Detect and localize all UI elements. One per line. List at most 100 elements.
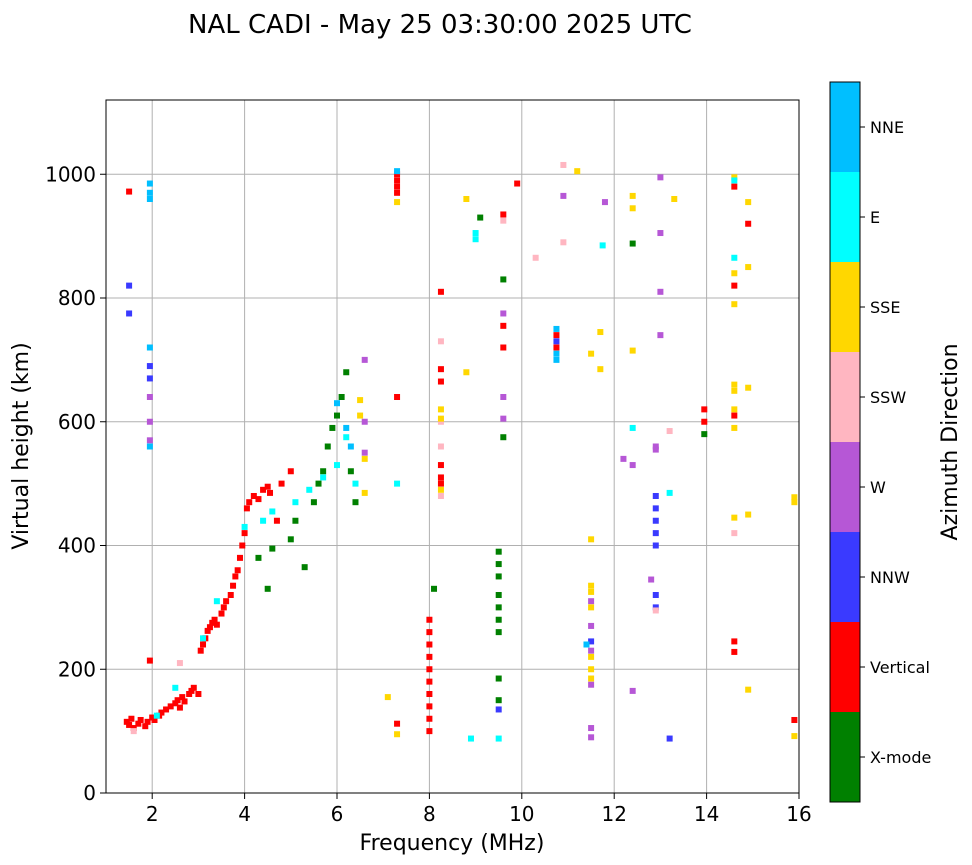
point-vertical — [236, 554, 243, 561]
point-xmode — [292, 517, 299, 524]
point-vertical — [500, 211, 507, 218]
point-vertical — [745, 220, 752, 227]
point-vertical — [731, 648, 738, 655]
point-vertical — [137, 716, 144, 723]
point-vertical — [213, 621, 220, 628]
point-e — [334, 462, 340, 469]
point-nne — [553, 356, 560, 363]
point-sse — [357, 412, 364, 419]
point-e — [241, 523, 248, 530]
point-nne — [343, 424, 350, 431]
point-vertical — [437, 480, 444, 487]
point-xmode — [495, 697, 502, 704]
point-xmode — [343, 369, 350, 376]
point-vertical — [220, 604, 227, 611]
point-w — [146, 418, 153, 425]
grid-lines — [106, 100, 800, 794]
point-nne — [553, 325, 560, 332]
point-xmode — [324, 443, 331, 450]
point-sse — [731, 270, 738, 277]
point-vertical — [126, 721, 133, 728]
point-vertical — [227, 592, 234, 598]
colorbar-tick-label: SSE — [870, 298, 900, 317]
point-sse — [791, 733, 798, 740]
point-w — [657, 174, 664, 181]
point-vertical — [701, 406, 708, 413]
point-xmode — [334, 412, 340, 419]
x-tick-label: 12 — [601, 802, 626, 826]
point-sse — [745, 384, 752, 391]
point-vertical — [218, 610, 225, 617]
point-ssw — [560, 161, 567, 168]
point-xmode — [287, 536, 294, 543]
point-vertical — [394, 183, 401, 190]
point-vertical — [172, 700, 179, 707]
point-xmode — [495, 573, 502, 580]
point-vertical — [426, 641, 433, 648]
point-e — [153, 712, 160, 719]
point-sse — [361, 455, 368, 462]
point-sse — [671, 196, 678, 202]
x-tick-label: 16 — [786, 802, 811, 826]
point-sse — [357, 397, 364, 404]
point-xmode — [338, 394, 345, 400]
colorbar: X-mode Vertical NNW W SSW SSE E NNE — [830, 82, 931, 802]
point-nnw — [666, 735, 673, 742]
point-sse — [588, 666, 595, 673]
point-nne — [146, 180, 153, 187]
colorbar-segment — [830, 532, 860, 622]
point-w — [500, 394, 507, 400]
point-vertical — [437, 378, 444, 385]
point-nnw — [652, 517, 659, 524]
point-vertical — [243, 505, 250, 512]
point-vertical — [179, 694, 186, 701]
point-vertical — [437, 462, 444, 469]
point-e — [666, 489, 673, 496]
point-sse — [574, 168, 581, 175]
colorbar-tick-label: X-mode — [870, 748, 931, 767]
point-vertical — [394, 171, 401, 178]
point-w — [500, 310, 507, 317]
point-xmode — [320, 468, 327, 475]
point-ssw — [437, 418, 444, 425]
point-xmode — [701, 431, 708, 438]
point-vertical — [230, 582, 237, 589]
point-vertical — [553, 344, 560, 351]
y-tick-label: 800 — [58, 286, 96, 310]
point-nnw — [495, 706, 502, 713]
point-vertical — [206, 624, 213, 631]
point-vertical — [158, 709, 165, 716]
point-vertical — [223, 598, 230, 605]
colorbar-frame — [829, 81, 861, 803]
point-vertical — [426, 653, 433, 660]
point-sse — [361, 489, 368, 496]
point-w — [588, 681, 595, 688]
point-e — [320, 474, 327, 481]
point-vertical — [144, 718, 151, 725]
point-vertical — [163, 706, 170, 713]
point-nne — [334, 400, 340, 407]
point-xmode — [301, 564, 308, 571]
point-vertical — [500, 344, 507, 351]
x-tick-label: 8 — [423, 802, 436, 826]
point-w — [361, 449, 368, 456]
x-tick-label: 6 — [331, 802, 344, 826]
point-e — [260, 517, 267, 524]
colorbar-label: Azimuth Direction — [938, 343, 963, 540]
point-nnw — [588, 638, 595, 645]
point-w — [588, 725, 595, 732]
point-e — [472, 230, 479, 237]
point-sse — [791, 494, 798, 501]
colorbar-tick-label: SSW — [870, 388, 906, 407]
point-ssw — [652, 607, 659, 614]
point-sse — [384, 694, 391, 701]
point-vertical — [174, 697, 181, 704]
point-vertical — [146, 657, 153, 664]
point-vertical — [426, 703, 433, 710]
point-vertical — [190, 684, 197, 691]
point-vertical — [250, 493, 257, 499]
point-nne — [146, 196, 153, 202]
point-vertical — [426, 678, 433, 685]
point-w — [361, 356, 368, 363]
